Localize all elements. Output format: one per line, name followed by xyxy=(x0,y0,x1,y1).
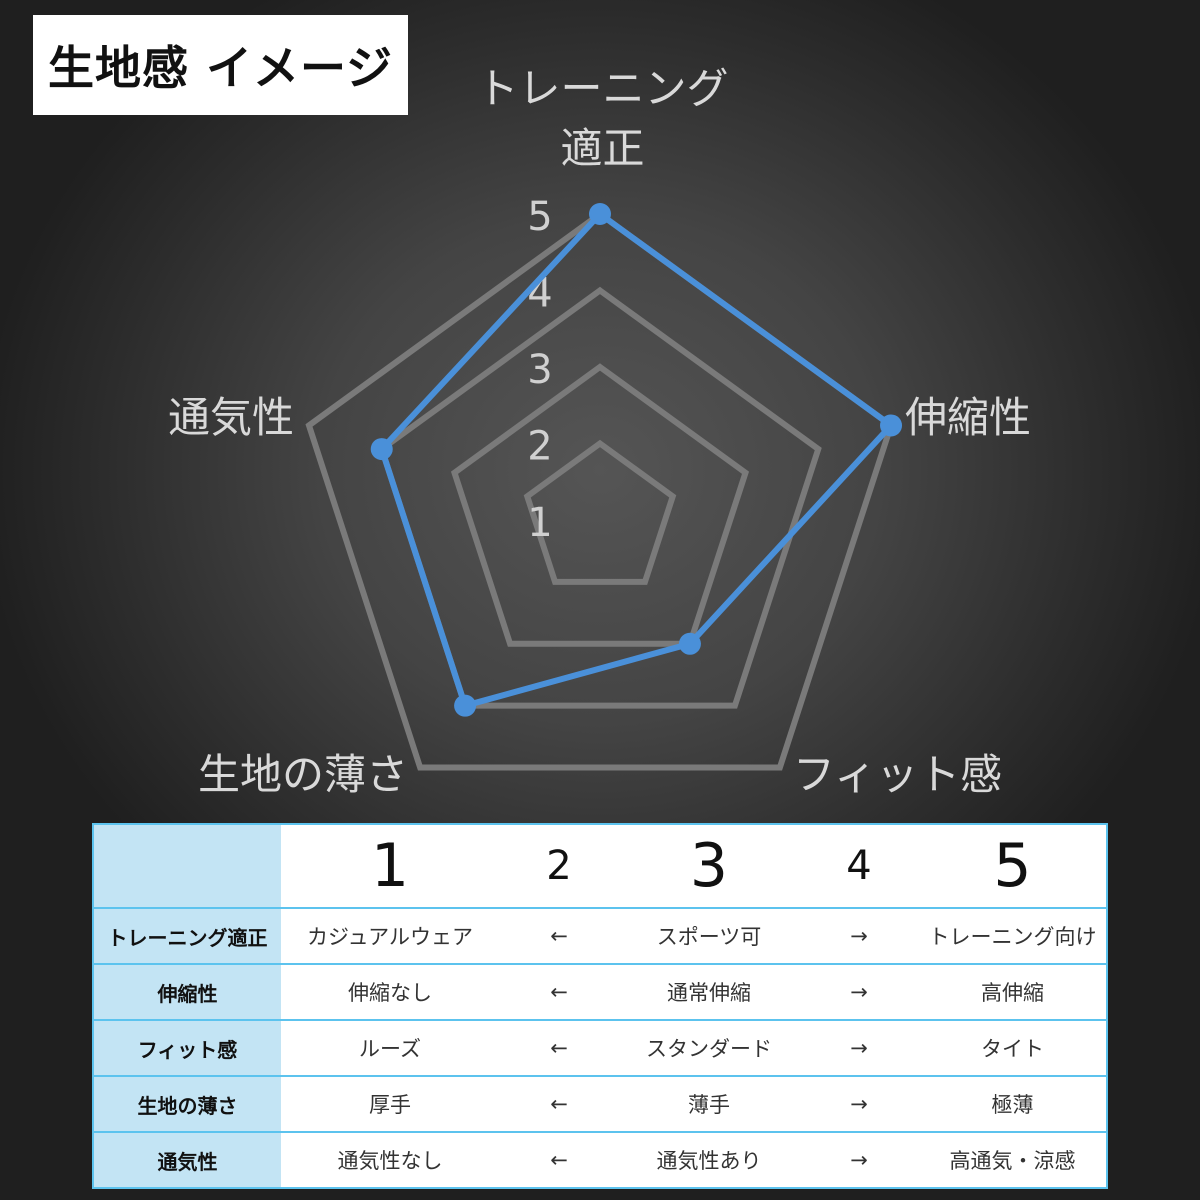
grid-ring-3 xyxy=(450,363,750,647)
cell-high: 極薄 xyxy=(919,1075,1108,1133)
cell-low: 伸縮なし xyxy=(281,963,499,1021)
tick-label-1: 1 xyxy=(527,500,552,546)
cell-right-arrow: → xyxy=(799,963,919,1021)
cell-mid: 薄手 xyxy=(619,1075,799,1133)
cell-left-arrow: ← xyxy=(499,1131,619,1189)
table-row: トレーニング適正 カジュアルウェア ← スポーツ可 → トレーニング向け xyxy=(92,907,1108,965)
page-title: 生地感 イメージ xyxy=(47,41,394,95)
cell-high: タイト xyxy=(919,1019,1108,1077)
cell-right-arrow: → xyxy=(799,1019,919,1077)
tick-label-5: 5 xyxy=(527,194,552,240)
cell-mid: スタンダード xyxy=(619,1019,799,1077)
cell-label: 通気性 xyxy=(92,1131,281,1189)
scale-4: 4 xyxy=(799,823,919,909)
scale-3: 3 xyxy=(619,823,799,909)
cell-high: 高伸縮 xyxy=(919,963,1108,1021)
cell-high: トレーニング向け xyxy=(919,907,1108,965)
rating-table: 1 2 3 4 5 トレーニング適正 カジュアルウェア ← スポーツ可 → トレーニング向… xyxy=(92,823,1108,1189)
data-point-5 xyxy=(370,438,393,461)
header-blank xyxy=(92,823,281,909)
cell-label: フィット感 xyxy=(92,1019,281,1077)
table-row: フィット感 ルーズ ← スタンダード → タイト xyxy=(92,1019,1108,1077)
data-point-4 xyxy=(454,694,477,717)
data-point-1 xyxy=(589,203,611,225)
cell-low: 厚手 xyxy=(281,1075,499,1133)
cell-mid: 通常伸縮 xyxy=(619,963,799,1021)
grid-ring-4 xyxy=(378,286,822,709)
series-line xyxy=(378,210,896,710)
axis-label-thinness: 生地の薄さ xyxy=(198,750,409,799)
table-row: 伸縮性 伸縮なし ← 通常伸縮 → 高伸縮 xyxy=(92,963,1108,1021)
data-point-2 xyxy=(880,414,903,437)
cell-label: 生地の薄さ xyxy=(92,1075,281,1133)
axis-label-line: 適正 xyxy=(560,124,645,174)
tick-label-3: 3 xyxy=(527,347,552,393)
cell-low: 通気性なし xyxy=(281,1131,499,1189)
scale-5: 5 xyxy=(919,823,1108,909)
cell-label: 伸縮性 xyxy=(92,963,281,1021)
axis-label-fit: フィット感 xyxy=(793,750,1003,799)
title-box: 生地感 イメージ xyxy=(33,15,408,115)
cell-label: トレーニング適正 xyxy=(92,907,281,965)
grid-ring-2 xyxy=(523,439,677,585)
cell-mid: スポーツ可 xyxy=(619,907,799,965)
tick-label-2: 2 xyxy=(527,424,552,470)
cell-left-arrow: ← xyxy=(499,1075,619,1133)
cell-right-arrow: → xyxy=(799,1131,919,1189)
cell-left-arrow: ← xyxy=(499,963,619,1021)
cell-left-arrow: ← xyxy=(499,1019,619,1077)
cell-low: ルーズ xyxy=(281,1019,499,1077)
scale-2: 2 xyxy=(499,823,619,909)
scale-header-row: 1 2 3 4 5 xyxy=(92,823,1108,909)
cell-right-arrow: → xyxy=(799,907,919,965)
data-point-3 xyxy=(678,632,701,655)
cell-high: 高通気・涼感 xyxy=(919,1131,1108,1189)
cell-mid: 通気性あり xyxy=(619,1131,799,1189)
table-row: 通気性 通気性なし ← 通気性あり → 高通気・涼感 xyxy=(92,1131,1108,1189)
axis-label-training: トレーニング 適正 xyxy=(475,64,730,174)
table-row: 生地の薄さ 厚手 ← 薄手 → 極薄 xyxy=(92,1075,1108,1133)
axis-label-breathability: 通気性 xyxy=(168,393,295,442)
cell-right-arrow: → xyxy=(799,1075,919,1133)
cell-low: カジュアルウェア xyxy=(281,907,499,965)
cell-left-arrow: ← xyxy=(499,907,619,965)
axis-label-stretch: 伸縮性 xyxy=(905,393,1032,442)
scale-1: 1 xyxy=(281,823,499,909)
axis-label-line: トレーニング xyxy=(476,64,729,113)
